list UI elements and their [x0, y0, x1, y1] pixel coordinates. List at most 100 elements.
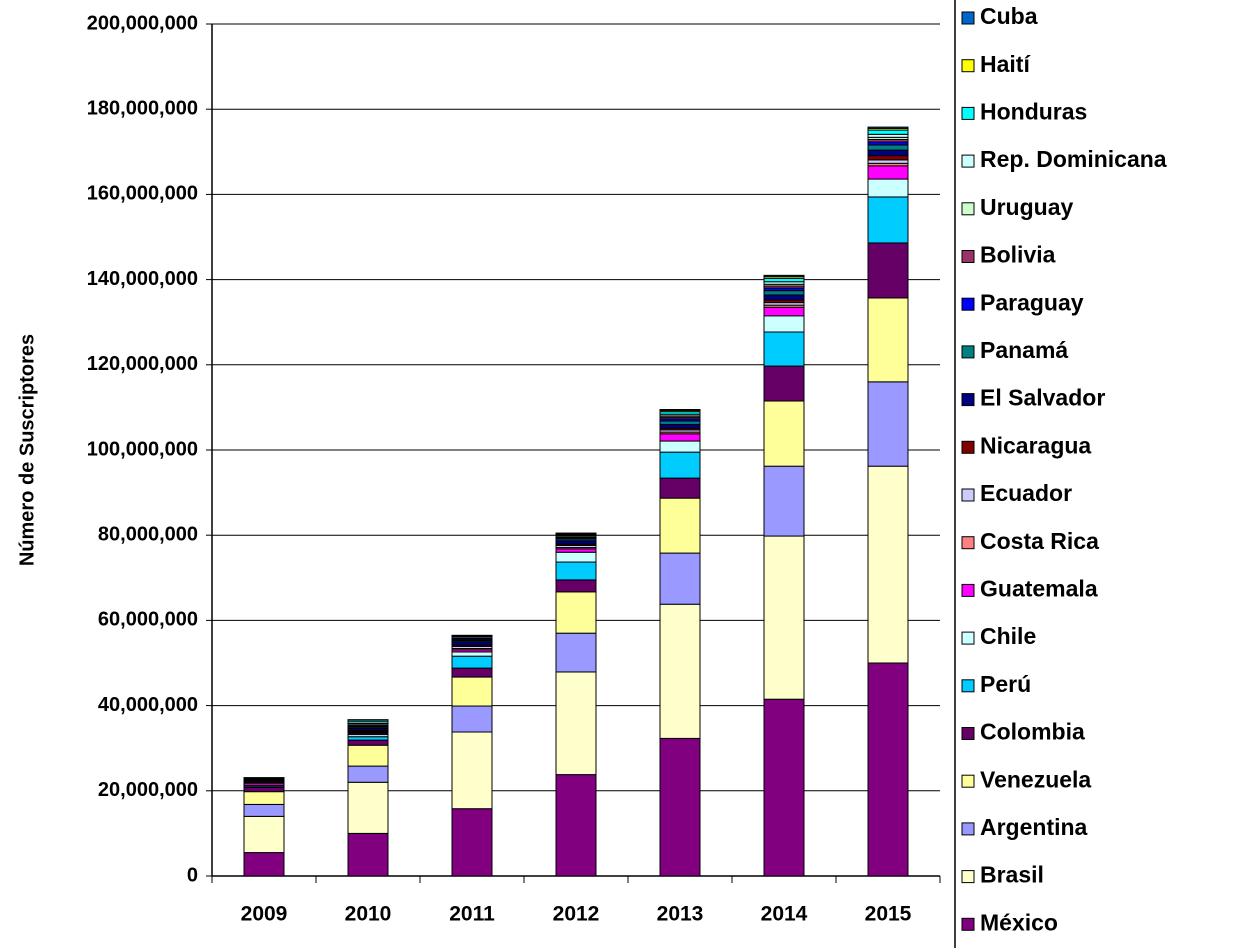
bar-segment: [451, 705, 493, 733]
bar-segment: [555, 579, 597, 593]
legend-label: Guatemala: [980, 575, 1098, 601]
legend-swatch: [961, 440, 975, 454]
legend-swatch: [961, 202, 975, 216]
legend-label: Costa Rica: [980, 528, 1099, 554]
y-tick-label: 100,000,000: [87, 438, 198, 460]
bar-segment: [451, 676, 493, 707]
bar-segment: [763, 465, 805, 537]
y-tick-label: 140,000,000: [87, 268, 198, 290]
legend-label: Colombia: [980, 719, 1085, 745]
legend-label: Brasil: [980, 862, 1044, 888]
x-tick-label: 2012: [553, 903, 600, 926]
y-tick-label: 120,000,000: [87, 353, 198, 375]
bar-segment: [659, 440, 701, 453]
bar-segment: [763, 698, 805, 877]
bar-segment: [451, 731, 493, 810]
bar-segment: [659, 420, 701, 425]
x-tick-label: 2013: [657, 903, 704, 926]
x-tick-label: 2010: [345, 903, 392, 926]
bar-segment: [867, 155, 909, 161]
bar-segment: [659, 433, 701, 442]
legend-label: Venezuela: [980, 766, 1091, 792]
bar-segment: [867, 297, 909, 383]
bar-segment: [451, 641, 493, 646]
y-axis-title: Número de Suscriptores: [16, 334, 38, 566]
bar-segment: [555, 632, 597, 673]
legend-swatch: [961, 870, 975, 884]
bar-segment: [867, 196, 909, 244]
y-tick-label: 20,000,000: [98, 779, 198, 801]
legend-swatch: [961, 393, 975, 407]
x-tick-label: 2011: [449, 903, 495, 926]
bar-segment: [867, 165, 909, 180]
x-tick-label: 2015: [865, 903, 912, 926]
legend-label: Paraguay: [980, 289, 1084, 315]
legend-label: Uruguay: [980, 194, 1074, 220]
y-tick-label: 180,000,000: [87, 97, 198, 119]
bar-segment: [763, 535, 805, 700]
bar-segment: [347, 832, 389, 877]
legend-label: Haití: [980, 51, 1031, 77]
legend-swatch: [961, 488, 975, 502]
x-tick-label: 2014: [761, 903, 808, 926]
legend-swatch: [961, 250, 975, 263]
bar-segment: [867, 149, 909, 157]
bar-segment: [763, 306, 805, 317]
legend-swatch: [961, 822, 975, 836]
bar-segment: [243, 815, 285, 854]
bar-segment: [763, 365, 805, 402]
legend-label: Perú: [980, 671, 1031, 697]
bar-segment: [243, 786, 285, 793]
legend-swatch: [961, 917, 975, 931]
y-tick-label: 0: [187, 864, 198, 886]
legend-label: México: [980, 909, 1058, 935]
bar-segment: [659, 423, 701, 429]
bar-segment: [867, 381, 909, 467]
bar-segment: [347, 736, 389, 741]
bar-segment: [659, 603, 701, 739]
y-tick-label: 60,000,000: [98, 609, 198, 631]
bar-segment: [555, 561, 597, 581]
bar-segment: [555, 540, 597, 545]
legend-label: Rep. Dominicana: [980, 146, 1167, 172]
legend-label: Nicaragua: [980, 432, 1091, 458]
y-tick-label: 200,000,000: [87, 12, 198, 34]
bar-segment: [867, 178, 909, 198]
bar-segment: [451, 808, 493, 877]
legend-label: Panamá: [980, 337, 1068, 363]
legend-label: Argentina: [980, 814, 1088, 840]
bar-segment: [243, 791, 285, 805]
bar-segment: [763, 331, 805, 367]
legend-label: Honduras: [980, 98, 1087, 124]
legend-swatch: [961, 154, 975, 168]
bar-segment: [243, 852, 285, 877]
bar-segment: [451, 655, 493, 669]
legend-swatch: [961, 345, 975, 359]
y-tick-label: 80,000,000: [98, 523, 198, 545]
y-tick-label: 160,000,000: [87, 183, 198, 205]
bar-segment: [763, 277, 805, 283]
bar-segment: [763, 315, 805, 333]
bar-segment: [867, 465, 909, 664]
bar-segment: [555, 774, 597, 877]
x-tick-label: 2009: [241, 903, 288, 926]
bar-segment: [659, 552, 701, 605]
bar-segment: [347, 744, 389, 767]
bar-segment: [243, 803, 285, 817]
bar-segment: [555, 671, 597, 776]
legend-swatch: [961, 679, 975, 693]
legend-swatch: [961, 583, 975, 597]
legend-swatch: [961, 297, 975, 311]
y-tick-label: 40,000,000: [98, 694, 198, 716]
bar-segment: [867, 129, 909, 135]
bar-segment: [867, 159, 909, 164]
bar-segment: [867, 242, 909, 299]
bar-segment: [555, 551, 597, 563]
legend-label: Ecuador: [980, 480, 1072, 506]
bar-segment: [451, 667, 493, 678]
bar-segment: [347, 781, 389, 834]
bar-segment: [659, 409, 701, 411]
bar-segment: [867, 144, 909, 151]
legend-swatch: [961, 727, 975, 740]
